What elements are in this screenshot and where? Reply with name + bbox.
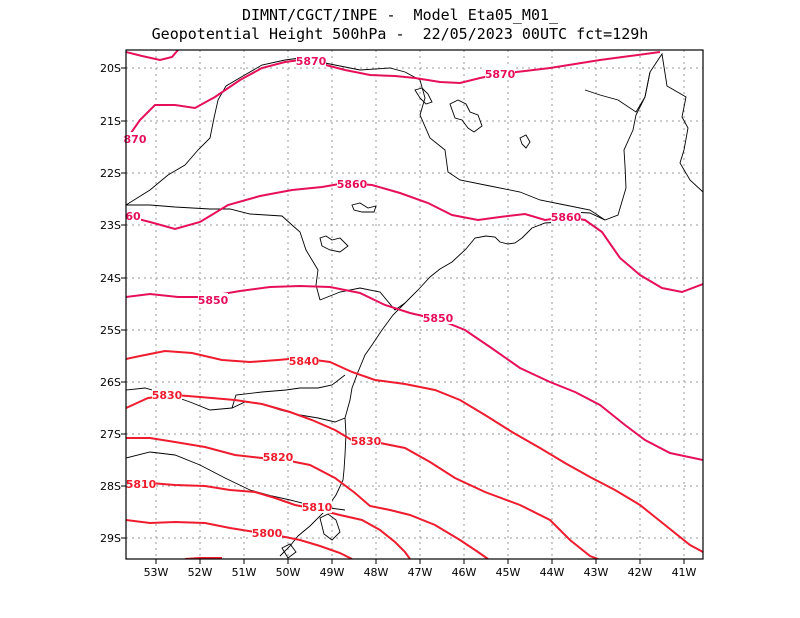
contour-label: 5830 <box>351 435 382 448</box>
lat-label: 27S <box>100 428 121 441</box>
lon-label: 41W <box>672 566 697 579</box>
lon-label: 53W <box>144 566 169 579</box>
lon-label: 49W <box>320 566 345 579</box>
contour-label: 5850 <box>423 312 454 325</box>
lat-label: 21S <box>100 115 121 128</box>
contour-label-background <box>337 177 367 190</box>
contour-5840 <box>126 349 703 553</box>
lat-label: 22S <box>100 167 121 180</box>
contour-label-background <box>296 54 326 67</box>
contour-5810 <box>126 482 411 559</box>
contour-5830 <box>126 393 599 559</box>
lon-label: 44W <box>540 566 565 579</box>
contour-label-background <box>152 388 182 401</box>
contour-label-background <box>125 209 141 222</box>
map-title-line2: Geopotential Height 500hPa - 22/05/2023 … <box>151 25 649 43</box>
contour-label-background <box>551 210 581 223</box>
axis-ticks <box>121 67 685 564</box>
contour-label: 5870 <box>296 55 327 68</box>
contour-label-background <box>126 477 156 490</box>
lon-label: 46W <box>452 566 477 579</box>
lon-label: 45W <box>496 566 521 579</box>
contour-label: 5800 <box>252 527 283 540</box>
contour-label-background <box>289 354 319 367</box>
lagoon-patos <box>319 513 341 541</box>
lat-label: 25S <box>100 324 121 337</box>
state-border-ms-pr <box>126 204 321 301</box>
contour-label-background <box>302 500 332 513</box>
lon-label: 51W <box>232 566 257 579</box>
map-title-line1: DIMNT/CGCT/INPE - Model Eta05_M01_ <box>241 6 559 24</box>
lon-label: 52W <box>188 566 213 579</box>
contour-label-background <box>123 132 147 145</box>
lon-label: 42W <box>628 566 653 579</box>
lon-axis-labels: 53W 52W 51W 50W 49W 48W 47W 46W 45W 44W … <box>144 566 697 579</box>
state-border-mg-es <box>584 71 651 113</box>
lat-label: 24S <box>100 272 121 285</box>
contour-label: 870 <box>124 133 147 146</box>
contour-label-background <box>423 311 453 324</box>
lon-label: 43W <box>584 566 609 579</box>
state-border-mg-rj <box>404 71 606 221</box>
contour-label: 60 <box>125 210 141 223</box>
lagoon-mirim <box>281 543 297 559</box>
contour-5870-top <box>126 50 179 62</box>
lat-axis-labels: 20S 21S 22S 23S 24S 25S 26S 27S 28S 29S <box>100 62 121 545</box>
state-border-mg-sp <box>126 57 301 206</box>
lon-label: 47W <box>408 566 433 579</box>
border-pr-south <box>231 374 346 409</box>
lat-label: 20S <box>100 62 121 75</box>
contour-label: 5860 <box>337 178 368 191</box>
contour-label-background <box>351 434 381 447</box>
contour-5860 <box>126 181 703 294</box>
contour-label-background <box>252 526 282 539</box>
reservoir-2 <box>519 134 531 149</box>
contour-label: 5830 <box>152 389 183 402</box>
lat-label: 26S <box>100 376 121 389</box>
contour-labels: 5870 5870 870 5860 60 5860 5850 5850 5840 5830 583… <box>123 54 582 540</box>
reservoir-3 <box>319 235 349 253</box>
contour-5870 <box>126 51 661 141</box>
contour-label: 5840 <box>289 355 320 368</box>
lon-label: 50W <box>276 566 301 579</box>
map-frame <box>125 49 704 560</box>
contour-5800 <box>126 519 353 559</box>
contour-label-background <box>198 293 228 306</box>
contour-label-background <box>263 450 293 463</box>
contour-label: 5860 <box>551 211 582 224</box>
lat-label: 28S <box>100 480 121 493</box>
contour-5820 <box>126 437 489 559</box>
contour-label: 5810 <box>126 478 157 491</box>
reservoir-1 <box>449 99 483 133</box>
lon-label: 48W <box>364 566 389 579</box>
contour-label: 5820 <box>263 451 294 464</box>
contour-label-background <box>485 67 515 80</box>
contour-label: 5850 <box>198 294 229 307</box>
lat-label: 29S <box>100 532 121 545</box>
reservoir-4 <box>351 202 377 213</box>
lat-label: 23S <box>100 219 121 232</box>
reservoir-5 <box>414 87 433 105</box>
contour-label: 5870 <box>485 68 516 81</box>
contour-label: 5810 <box>302 501 333 514</box>
